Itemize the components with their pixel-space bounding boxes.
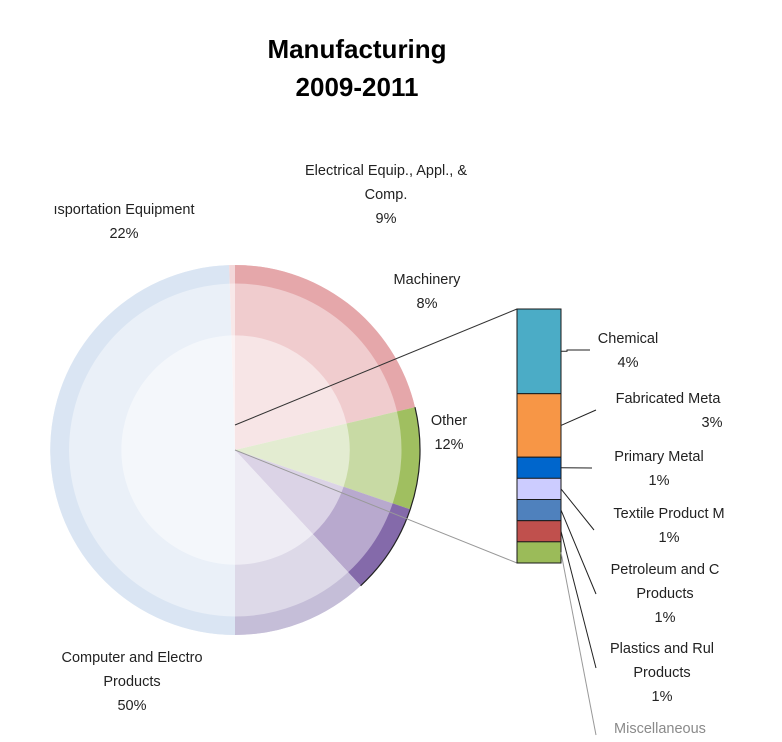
pie-label-machinery: Machinery 8% [394, 272, 462, 312]
leader-plastics-and-rubber-products [560, 531, 597, 669]
bar-segment-primary-metal [516, 456, 562, 479]
breakdown-labels: Chemical 4% Fabricated Meta 3% Primary Metal… [598, 331, 725, 737]
chart-title-line-1: Manufacturing [267, 34, 446, 64]
pie-slice-edge-machinery [360, 509, 411, 587]
pie-label-computer-and-electronic-products: Computer and Electro Products 50% [61, 650, 202, 714]
breakdown-label-petroleum-and-coal-products: Petroleum and C Products 1% [611, 562, 720, 626]
breakdown-bar [516, 308, 562, 564]
bar-segment-fabricated-metal [516, 393, 562, 458]
chart-title-line-2: 2009-2011 [296, 72, 419, 102]
bar-segment-plastics-and-rubber-products [516, 520, 562, 543]
breakdown-label-miscellaneous: Miscellaneous [614, 721, 706, 737]
pie-label-other: Other 12% [431, 413, 467, 453]
breakdown-label-fabricated-metal: Fabricated Meta 3% [616, 391, 723, 431]
pie-slice-electrical-equip-appl-comp [235, 407, 421, 510]
breakdown-label-chemical: Chemical 4% [598, 331, 658, 371]
pie-slice-edge-electrical-equip-appl-comp [409, 407, 421, 510]
leader-chemical [561, 349, 590, 352]
pie-labels: Computer and Electro Products 50% ısportati… [53, 163, 467, 714]
pie-fade-overlay [0, 260, 235, 640]
breakdown-label-primary-metal: Primary Metal 1% [614, 449, 703, 489]
connector-bottom [234, 449, 518, 564]
bar-segment-chemical [516, 308, 562, 395]
breakdown-label-textile-product-mills: Textile Product M 1% [613, 506, 724, 546]
pie-slice-other [235, 450, 361, 635]
leader-fabricated-metal [560, 409, 597, 426]
breakdown-label-plastics-and-rubber-products: Plastics and Rul Products 1% [610, 641, 714, 705]
pie-slice-machinery [235, 450, 411, 586]
breakdown-leaders [560, 349, 597, 736]
leader-miscellaneous [560, 552, 597, 736]
pie-label-transportation-equipment: ısportation Equipment 22% [53, 202, 194, 242]
pie [0, 260, 421, 640]
chart-title: Manufacturing 2009-2011 [267, 34, 446, 102]
leader-petroleum-and-coal-products [560, 509, 597, 595]
pie-label-electrical-equip-appl-comp: Electrical Equip., Appl., & Comp. 9% [305, 163, 467, 227]
connector-top [234, 308, 518, 426]
leader-textile-product-mills [560, 488, 595, 531]
pie-slice-transportation-equipment [229, 265, 415, 450]
bar-segment-textile-product-mills [516, 477, 562, 500]
bar-segment-miscellaneous [516, 541, 562, 564]
bar-segment-petroleum-and-coal-products [516, 499, 562, 522]
breakdown-connectors [234, 308, 518, 564]
